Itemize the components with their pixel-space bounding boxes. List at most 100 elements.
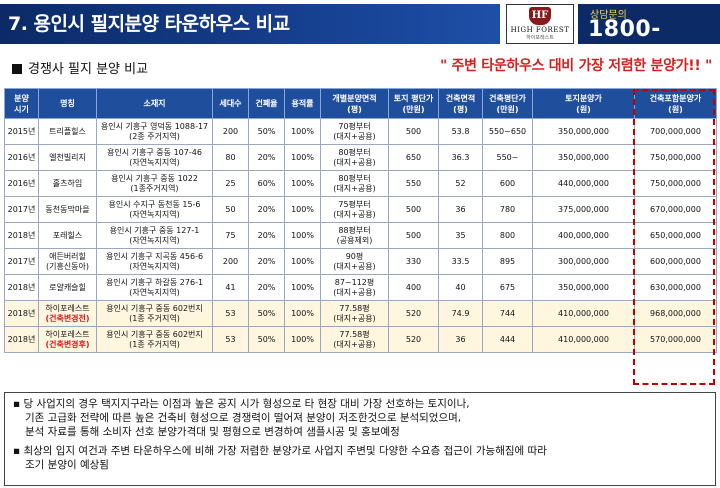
name-subtext: (건축변경전) bbox=[45, 313, 90, 323]
notes-box: ▪ 당 사업지의 경우 택지지구라는 이점과 높은 공지 시가 형성으로 타 현… bbox=[4, 392, 716, 486]
note-line: 기존 고급화 전략에 따른 높은 건축비 형성으로 경쟁력이 떨어져 분양이 저… bbox=[25, 412, 462, 424]
table-cell-land-price: 520 bbox=[388, 326, 439, 353]
table-cell-total: 750,000,000 bbox=[634, 144, 717, 171]
table-cell-far: 100% bbox=[284, 326, 321, 353]
table-cell-area: 88평부터 (공용제외) bbox=[320, 222, 389, 249]
table-cell-total: 750,000,000 bbox=[634, 170, 717, 197]
table-cell-build-unit: 444 bbox=[482, 326, 533, 353]
table-cell-area: 77.58평 (대지+공용) bbox=[320, 300, 389, 327]
table-cell-units: 53 bbox=[212, 300, 249, 327]
table-cell-year: 2015년 bbox=[4, 118, 39, 145]
table-cell-land-total: 350,000,000 bbox=[532, 274, 635, 301]
column-header: 건축면적 (평) bbox=[438, 88, 483, 119]
table-cell-far: 100% bbox=[284, 170, 321, 197]
table-cell-year: 2018년 bbox=[4, 326, 39, 353]
table-cell-name: 포레힐스 bbox=[38, 222, 97, 249]
table-cell-total: 630,000,000 bbox=[634, 274, 717, 301]
table-cell-bcr: 20% bbox=[248, 222, 285, 249]
table-cell-area: 75평부터 (대지+공용) bbox=[320, 196, 389, 223]
table-cell-name: 트리플힐스 bbox=[38, 118, 97, 145]
table-cell-loc: 용인시 기흥구 중동 602번지 (1종 주거지역) bbox=[96, 326, 213, 353]
table-cell-build-unit: 675 bbox=[482, 274, 533, 301]
table-cell-area: 80평부터 (대지+공용) bbox=[320, 170, 389, 197]
table-cell-far: 100% bbox=[284, 196, 321, 223]
table-cell-land-price: 500 bbox=[388, 118, 439, 145]
column-header: 건축포함분양가 (원) bbox=[634, 88, 717, 119]
column-header: 건폐율 bbox=[248, 88, 285, 119]
table-cell-build-unit: 550~650 bbox=[482, 118, 533, 145]
table-cell-land-price: 500 bbox=[388, 196, 439, 223]
table-cell-build-unit: 744 bbox=[482, 300, 533, 327]
table-cell-bcr: 20% bbox=[248, 274, 285, 301]
table-cell-land-price: 550 bbox=[388, 170, 439, 197]
logo-emblem-icon: HF bbox=[529, 7, 551, 25]
table-cell-name: 동천동막마을 bbox=[38, 196, 97, 223]
table-cell-build-unit: 550~ bbox=[482, 144, 533, 171]
table-cell-loc: 용인시 기흥구 중동 127-1 (자연녹지지역) bbox=[96, 222, 213, 249]
slogan: " 주변 타운하우스 대비 가장 저렴한 분양가!! " bbox=[439, 58, 712, 74]
column-header: 명칭 bbox=[38, 88, 97, 119]
table-cell-build-area: 36 bbox=[438, 326, 483, 353]
table-cell-area: 77.58평 (대지+공용) bbox=[320, 326, 389, 353]
table-cell-land-price: 500 bbox=[388, 222, 439, 249]
table-cell-build-area: 40 bbox=[438, 274, 483, 301]
table-row: 2016년 홀츠하임 용인시 기흥구 중동 1022 (1종주거지역) 25 60% 100… bbox=[4, 170, 717, 197]
table-cell-units: 200 bbox=[212, 118, 249, 145]
table-row: 2018년 하이포레스트 (건축변경후) 용인시 기흥구 중동 602번지 (1종 주거… bbox=[4, 326, 717, 353]
table-row: 2015년 트리플힐스 용인시 기흥구 영덕동 1088-17 (2종 주거지역) 20… bbox=[4, 118, 717, 145]
table-cell-loc: 용인시 기흥구 영덕동 1088-17 (2종 주거지역) bbox=[96, 118, 213, 145]
table-cell-land-price: 520 bbox=[388, 300, 439, 327]
logo-subtext: 하이포레스트 bbox=[526, 35, 554, 41]
section-subtitle: 경쟁사 필지 분양 비교 bbox=[12, 58, 148, 77]
logo-text: HIGH FOREST bbox=[510, 26, 570, 34]
table-cell-far: 100% bbox=[284, 144, 321, 171]
table-cell-bcr: 20% bbox=[248, 144, 285, 171]
table-cell-build-area: 33.5 bbox=[438, 248, 483, 275]
table-cell-area: 87~112평 (대지+공용) bbox=[320, 274, 389, 301]
note-line: 조기 분양이 예상됨 bbox=[25, 459, 109, 471]
table-row: 2018년 로얄캐슬힐 용인시 기흥구 하갈동 276-1 (자연녹지지역) 41 20%… bbox=[4, 274, 717, 301]
table-cell-year: 2017년 bbox=[4, 196, 39, 223]
page-title: 7. 용인시 필지분양 타운하우스 비교 bbox=[0, 4, 500, 44]
table-cell-bcr: 50% bbox=[248, 326, 285, 353]
table-cell-bcr: 50% bbox=[248, 118, 285, 145]
table-cell-name: 애든버러힐 (기흥신동아) bbox=[38, 248, 97, 275]
table-cell-name: 홀츠하임 bbox=[38, 170, 97, 197]
column-header: 건축평단가 (만원) bbox=[482, 88, 533, 119]
table-cell-total: 670,000,000 bbox=[634, 196, 717, 223]
table-cell-build-area: 53.8 bbox=[438, 118, 483, 145]
table-cell-units: 25 bbox=[212, 170, 249, 197]
table-cell-build-unit: 800 bbox=[482, 222, 533, 249]
table-cell-bcr: 20% bbox=[248, 248, 285, 275]
column-header: 분양 시기 bbox=[4, 88, 39, 119]
table-cell-area: 90평 (대지+공용) bbox=[320, 248, 389, 275]
table-cell-name: 하이포레스트 (건축변경전) bbox=[38, 300, 97, 327]
table-row: 2016년 엘천빌리지 용인시 기흥구 중동 107-46 (자연녹지지역) 80 20%… bbox=[4, 144, 717, 171]
table-cell-build-area: 35 bbox=[438, 222, 483, 249]
contact-label: 상담문의 bbox=[590, 10, 627, 21]
table-cell-year: 2018년 bbox=[4, 300, 39, 327]
table-cell-far: 100% bbox=[284, 300, 321, 327]
table-row: 2018년 포레힐스 용인시 기흥구 중동 127-1 (자연녹지지역) 75 20% 10… bbox=[4, 222, 717, 249]
table-cell-units: 200 bbox=[212, 248, 249, 275]
table-cell-loc: 용인시 기흥구 중동 1022 (1종주거지역) bbox=[96, 170, 213, 197]
table-cell-year: 2017년 bbox=[4, 248, 39, 275]
table-cell-far: 100% bbox=[284, 222, 321, 249]
table-cell-far: 100% bbox=[284, 274, 321, 301]
table-cell-total: 968,000,000 bbox=[634, 300, 717, 327]
table-cell-area: 80평부터 (대지+공용) bbox=[320, 144, 389, 171]
header: 7. 용인시 필지분양 타운하우스 비교 HF HIGH FOREST 하이포레… bbox=[0, 0, 720, 67]
table-cell-name: 하이포레스트 (건축변경후) bbox=[38, 326, 97, 353]
note-line: 분석 자료를 통해 소비자 선호 분양가격대 및 평형으로 변경하여 샘플시공 … bbox=[25, 426, 400, 438]
table-cell-area: 70평부터 (대지+공용) bbox=[320, 118, 389, 145]
table-cell-land-total: 375,000,000 bbox=[532, 196, 635, 223]
table-cell-total: 650,000,000 bbox=[634, 222, 717, 249]
contact-box: 상담문의 1800-5125 bbox=[578, 4, 720, 67]
table-row: 2017년 애든버러힐 (기흥신동아) 용인시 기흥구 지곡동 456-6 (자연녹지지… bbox=[4, 248, 717, 275]
table-header-row: 분양 시기 명칭 소재지 세대수 건폐율 용적률 개별분양면적 (평) 토지 평단가 (만원) 건축면… bbox=[4, 88, 717, 119]
table-body: 2015년 트리플힐스 용인시 기흥구 영덕동 1088-17 (2종 주거지역) 20… bbox=[4, 118, 717, 353]
table-cell-land-total: 400,000,000 bbox=[532, 222, 635, 249]
table-cell-name: 로얄캐슬힐 bbox=[38, 274, 97, 301]
table-cell-units: 53 bbox=[212, 326, 249, 353]
column-header: 용적률 bbox=[284, 88, 321, 119]
